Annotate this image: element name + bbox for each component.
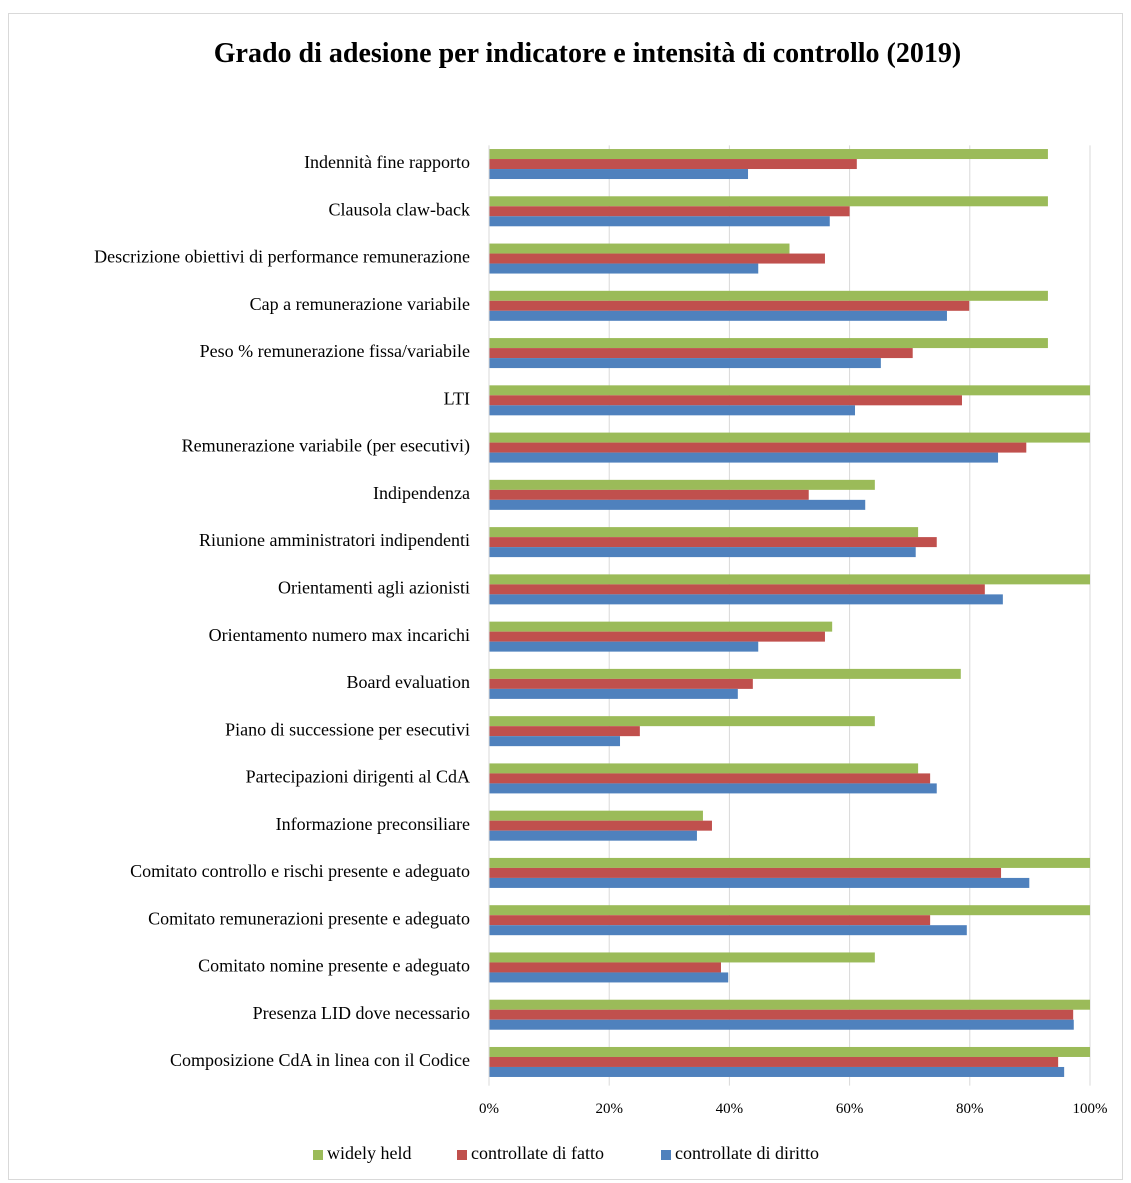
bar — [489, 867, 1002, 878]
legend-label: widely held — [327, 1143, 411, 1163]
chart-title: Grado di adesione per indicatore e inten… — [213, 38, 962, 69]
bar — [489, 527, 919, 538]
x-tick-label: 100% — [1073, 1101, 1108, 1117]
bar — [489, 338, 1048, 349]
legend-label: controllate di diritto — [675, 1143, 819, 1163]
bar — [489, 999, 1090, 1010]
bar — [489, 1066, 1065, 1077]
bar — [489, 547, 916, 558]
bar — [489, 196, 1048, 207]
y-tick-label: Comitato controllo e rischi presente e a… — [130, 861, 470, 881]
bar — [489, 631, 825, 642]
y-tick-label: Indennità fine rapporto — [304, 152, 470, 172]
bar — [489, 915, 931, 926]
chart-border — [8, 13, 1123, 1180]
y-tick-label: Comitato remunerazioni presente e adegua… — [148, 908, 470, 928]
bar — [489, 830, 697, 841]
bar — [489, 584, 985, 595]
bar — [489, 962, 721, 973]
bar — [489, 479, 875, 490]
bar — [489, 385, 1090, 396]
y-tick-label: Partecipazioni dirigenti al CdA — [246, 767, 470, 787]
bar — [489, 1009, 1074, 1020]
bar — [489, 820, 712, 831]
y-tick-label: Remunerazione variabile (per esecutivi) — [182, 436, 470, 457]
bar — [489, 348, 913, 359]
bar — [489, 783, 937, 794]
legend-marker — [457, 1150, 467, 1160]
bar — [489, 621, 833, 632]
y-tick-label: Informazione preconsiliare — [276, 814, 470, 834]
bar — [489, 773, 931, 784]
y-tick-label: Orientamento numero max incarichi — [209, 625, 470, 645]
bar — [489, 169, 749, 180]
y-tick-label: Comitato nomine presente e adeguato — [198, 956, 470, 976]
bar — [489, 925, 967, 936]
bar — [489, 358, 881, 369]
x-tick-label: 80% — [956, 1101, 984, 1117]
bar — [489, 857, 1090, 868]
bar — [489, 452, 999, 463]
bar — [489, 216, 830, 227]
bar — [489, 736, 621, 747]
y-tick-label: Piano di successione per esecutivi — [225, 719, 470, 739]
y-tick-label: Cap a remunerazione variabile — [250, 294, 470, 314]
x-tick-label: 20% — [595, 1101, 623, 1117]
bar — [489, 159, 857, 170]
bar — [489, 763, 919, 774]
x-tick-label: 40% — [716, 1101, 744, 1117]
bar — [489, 716, 875, 727]
bar — [489, 688, 738, 699]
y-tick-label: Riunione amministratori indipendenti — [199, 530, 470, 550]
bar — [489, 1046, 1090, 1057]
bar — [489, 668, 961, 679]
y-tick-label: Clausola claw-back — [329, 199, 470, 219]
y-tick-label: Composizione CdA in linea con il Codice — [170, 1050, 470, 1070]
y-tick-label: Descrizione obiettivi di performance rem… — [94, 247, 470, 267]
legend-label: controllate di fatto — [471, 1143, 604, 1163]
legend-marker — [661, 1150, 671, 1160]
bar — [489, 972, 729, 983]
y-tick-label: Orientamenti agli azionisti — [278, 577, 470, 597]
bar — [489, 952, 875, 963]
bar — [489, 641, 759, 652]
bar — [489, 206, 850, 217]
bar — [489, 678, 753, 689]
bar — [489, 149, 1048, 160]
y-tick-label: Peso % remunerazione fissa/variabile — [200, 341, 470, 361]
bar — [489, 253, 825, 264]
bar — [489, 405, 856, 416]
y-tick-label: Indipendenza — [373, 483, 470, 503]
bar — [489, 432, 1090, 443]
x-tick-label: 0% — [479, 1101, 499, 1117]
bar — [489, 310, 947, 321]
bar — [489, 499, 866, 510]
bar — [489, 489, 809, 500]
bar — [489, 877, 1030, 888]
bar — [489, 1056, 1059, 1067]
bar — [489, 290, 1048, 301]
y-tick-label: Presenza LID dove necessario — [253, 1003, 470, 1023]
bar — [489, 300, 970, 311]
bar — [489, 1019, 1074, 1030]
bar — [489, 395, 962, 406]
bar — [489, 574, 1090, 585]
bar — [489, 243, 790, 254]
x-tick-label: 60% — [836, 1101, 864, 1117]
bar — [489, 263, 759, 274]
bar — [489, 594, 1003, 605]
bar — [489, 905, 1090, 916]
bar — [489, 810, 703, 821]
bar — [489, 442, 1027, 453]
bar — [489, 537, 937, 548]
bar — [489, 726, 640, 737]
legend-marker — [313, 1150, 323, 1160]
y-tick-label: LTI — [444, 388, 470, 408]
y-tick-label: Board evaluation — [347, 672, 470, 692]
